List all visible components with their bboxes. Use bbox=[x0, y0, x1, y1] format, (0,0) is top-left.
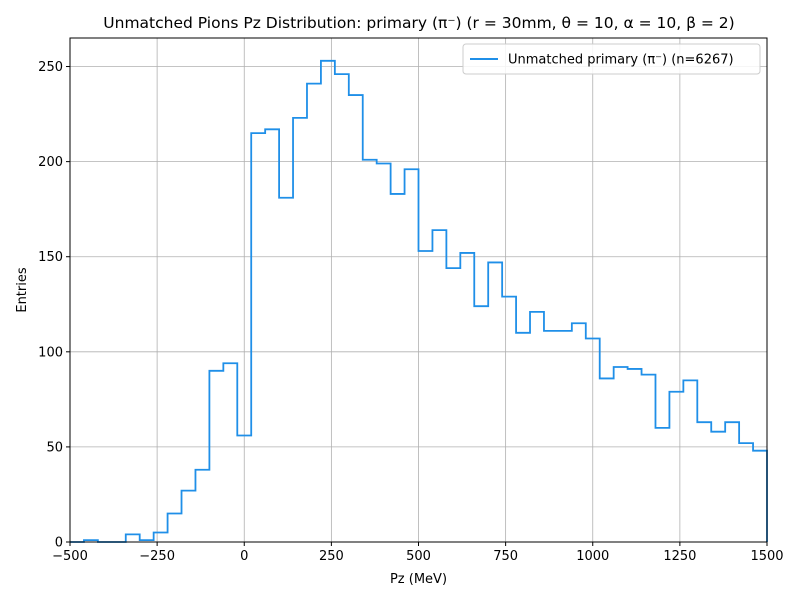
x-tick-label: −250 bbox=[139, 549, 175, 564]
chart-title: Unmatched Pions Pz Distribution: primary… bbox=[103, 14, 734, 32]
histogram-series bbox=[70, 59, 768, 543]
legend-entry-label: Unmatched primary (π⁻) (n=6267) bbox=[508, 53, 734, 68]
y-tick-label: 150 bbox=[38, 250, 63, 265]
y-axis-ticks: 0 50 100 150 200 250 bbox=[38, 60, 70, 551]
y-axis-label: Entries bbox=[15, 267, 30, 313]
x-tick-label: 0 bbox=[240, 549, 248, 564]
x-axis-ticks: −500 −250 0 250 500 750 1000 1250 1500 bbox=[52, 542, 784, 564]
x-tick-label: 1250 bbox=[663, 549, 696, 564]
x-axis-label: Pz (MeV) bbox=[390, 572, 447, 587]
y-tick-label: 250 bbox=[38, 60, 63, 75]
legend-box bbox=[462, 43, 761, 75]
x-tick-label: 500 bbox=[406, 549, 431, 564]
x-tick-label: 1500 bbox=[750, 549, 783, 564]
y-tick-label: 200 bbox=[38, 155, 63, 170]
y-tick-label: 50 bbox=[46, 440, 63, 455]
x-tick-label: 750 bbox=[493, 549, 518, 564]
x-tick-label: 1000 bbox=[576, 549, 609, 564]
y-tick-label: 100 bbox=[38, 345, 63, 360]
y-tick-label: 0 bbox=[55, 536, 63, 551]
histogram-step-line bbox=[70, 59, 768, 543]
legend: Unmatched primary (π⁻) (n=6267) bbox=[462, 43, 761, 75]
x-tick-label: −500 bbox=[52, 549, 88, 564]
x-tick-label: 250 bbox=[319, 549, 344, 564]
